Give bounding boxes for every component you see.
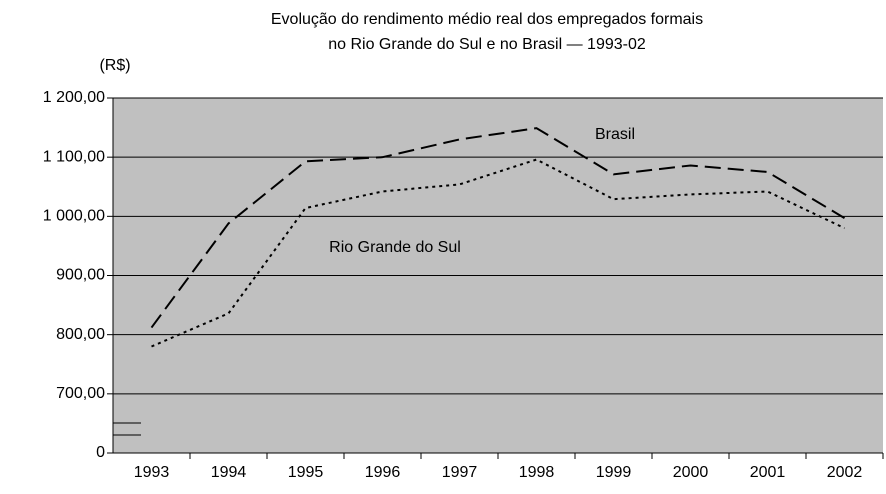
x-tick-label: 2002 <box>827 464 863 481</box>
y-tick-label: 700,00 <box>56 385 105 402</box>
y-tick-label: 900,00 <box>56 267 105 284</box>
x-tick-label: 1998 <box>519 464 555 481</box>
x-tick-label: 1996 <box>365 464 401 481</box>
x-tick-label: 2000 <box>673 464 709 481</box>
y-tick-label: 1 100,00 <box>43 148 105 165</box>
y-tick-label: 800,00 <box>56 326 105 343</box>
x-tick-label: 1995 <box>288 464 324 481</box>
x-tick-label: 1993 <box>134 464 170 481</box>
y-tick-label: 1 200,00 <box>43 89 105 106</box>
y-tick-label: 0 <box>96 444 105 461</box>
series-line <box>150 127 846 329</box>
series-label: Rio Grande do Sul <box>329 239 461 256</box>
y-axis-label: (R$) <box>99 57 130 74</box>
x-tick-label: 1999 <box>596 464 632 481</box>
x-tick-label: 2001 <box>750 464 786 481</box>
y-tick-label: 1 000,00 <box>43 208 105 225</box>
series-label: Brasil <box>595 126 635 143</box>
chart-title: Evolução do rendimento médio real dos em… <box>271 11 703 28</box>
chart-subtitle: no Rio Grande do Sul e no Brasil — 1993-… <box>328 36 646 53</box>
series-line <box>151 158 845 348</box>
x-tick-label: 1994 <box>211 464 247 481</box>
x-tick-label: 1997 <box>442 464 478 481</box>
